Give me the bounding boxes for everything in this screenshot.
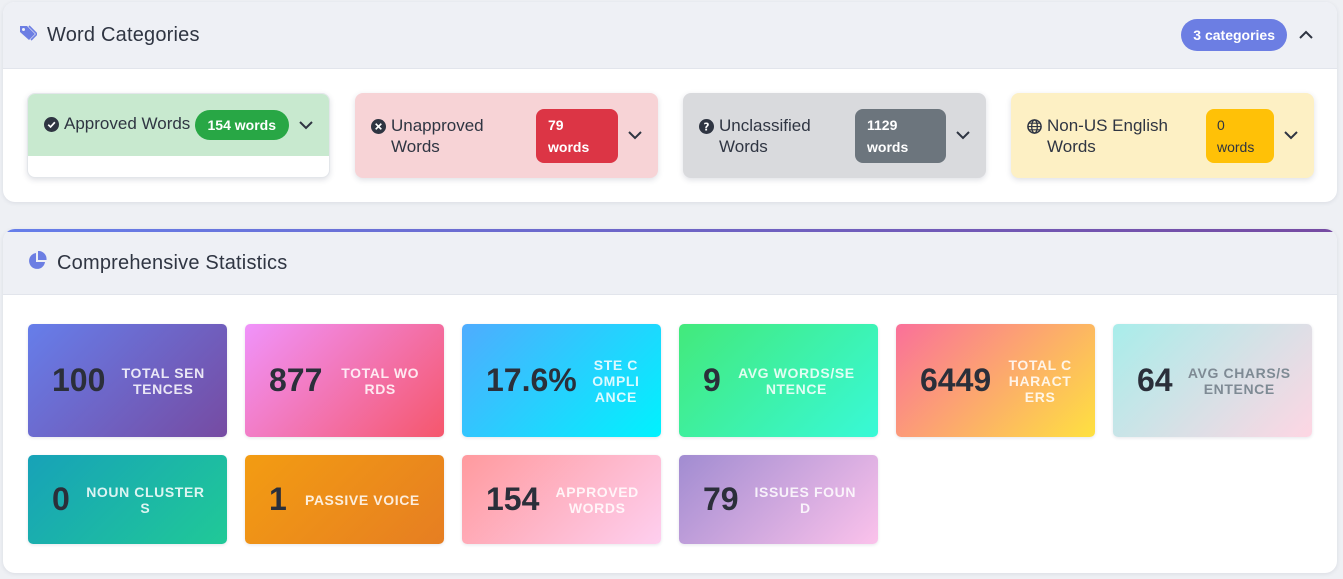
stat-label: TOTAL SENTENCES <box>121 364 205 397</box>
non-us-english-words-card[interactable]: Non-US English Words 0 words <box>1011 93 1314 178</box>
stat-label: NOUN CLUSTERS <box>86 483 205 516</box>
stat-issues-found: 79 ISSUES FOUND <box>679 455 878 544</box>
unapproved-words-title: Unapproved Words <box>391 115 484 156</box>
question-circle-icon: ? <box>699 118 714 139</box>
statistics-header: Comprehensive Statistics <box>3 229 1337 295</box>
stat-value: 0 <box>52 481 70 517</box>
stat-label: TOTAL WORDS <box>341 364 420 397</box>
word-categories-title: Word Categories <box>47 23 200 46</box>
stat-total-sentences: 100 TOTAL SENTENCES <box>28 324 227 437</box>
stat-label: APPROVED WORDS <box>555 483 639 516</box>
stat-total-characters: 6449 TOTAL CHARACTERS <box>896 324 1095 437</box>
globe-icon <box>1027 118 1042 139</box>
x-circle-icon <box>371 118 386 139</box>
unclassified-words-card[interactable]: ? Unclassified Words 1129 words <box>683 93 986 178</box>
approved-words-title: Approved Words <box>64 114 191 133</box>
stat-label: STE COMPLIANCE <box>592 356 640 405</box>
categories-count-badge: 3 categories <box>1181 19 1287 51</box>
stat-label: TOTAL CHARACTERS <box>1008 356 1072 405</box>
word-categories-panel: Word Categories 3 categories Approved Wo… <box>3 2 1337 202</box>
stat-approved-words: 154 APPROVED WORDS <box>462 455 661 544</box>
approved-words-card[interactable]: Approved Words 154 words <box>27 93 330 178</box>
stat-label: AVG WORDS/SENTENCE <box>738 364 855 397</box>
chevron-down-icon <box>1284 131 1298 140</box>
chevron-down-icon <box>956 131 970 140</box>
stat-noun-clusters: 0 NOUN CLUSTERS <box>28 455 227 544</box>
stat-value: 6449 <box>920 362 992 398</box>
pie-chart-icon <box>27 250 47 276</box>
stat-value: 100 <box>52 362 106 398</box>
unapproved-words-count-badge: 79 words <box>536 108 618 163</box>
unapproved-words-card[interactable]: Unapproved Words 79 words <box>355 93 658 178</box>
unclassified-words-title: Unclassified Words <box>719 115 811 156</box>
stat-label: PASSIVE VOICE <box>304 491 420 508</box>
chevron-down-icon <box>299 120 313 130</box>
stat-label: AVG CHARS/SENTENCE <box>1187 364 1291 397</box>
word-categories-header[interactable]: Word Categories 3 categories <box>3 2 1337 69</box>
svg-text:?: ? <box>704 121 710 133</box>
approved-words-count-badge: 154 words <box>194 110 289 140</box>
unclassified-words-count-badge: 1129 words <box>855 108 946 163</box>
non-us-english-words-title: Non-US English Words <box>1047 115 1168 156</box>
stat-total-words: 877 TOTAL WORDS <box>245 324 444 437</box>
chevron-up-icon <box>1299 26 1313 44</box>
stat-value: 154 <box>486 481 540 517</box>
stat-value: 9 <box>703 362 721 398</box>
stat-avg-chars-per-sentence: 64 AVG CHARS/SENTENCE <box>1113 324 1312 437</box>
stat-value: 877 <box>269 362 323 398</box>
check-circle-icon <box>44 116 59 137</box>
stat-value: 64 <box>1137 362 1173 398</box>
chevron-down-icon <box>628 131 642 140</box>
tags-icon <box>19 24 39 46</box>
stat-value: 1 <box>269 481 287 517</box>
non-us-english-words-count-badge: 0 words <box>1206 108 1274 163</box>
stat-value: 79 <box>703 481 739 517</box>
stat-avg-words-per-sentence: 9 AVG WORDS/SENTENCE <box>679 324 878 437</box>
collapse-categories-button[interactable] <box>1291 20 1321 50</box>
stat-value: 17.6% <box>486 362 577 398</box>
statistics-title: Comprehensive Statistics <box>57 251 288 274</box>
statistics-panel: Comprehensive Statistics 100 TOTAL SENTE… <box>3 229 1337 573</box>
panel-accent-bar <box>3 229 1337 232</box>
stat-passive-voice: 1 PASSIVE VOICE <box>245 455 444 544</box>
stat-ste-compliance: 17.6% STE COMPLIANCE <box>462 324 661 437</box>
stat-label: ISSUES FOUND <box>754 483 857 516</box>
statistics-grid: 100 TOTAL SENTENCES 877 TOTAL WORDS 17.6… <box>28 324 1312 544</box>
